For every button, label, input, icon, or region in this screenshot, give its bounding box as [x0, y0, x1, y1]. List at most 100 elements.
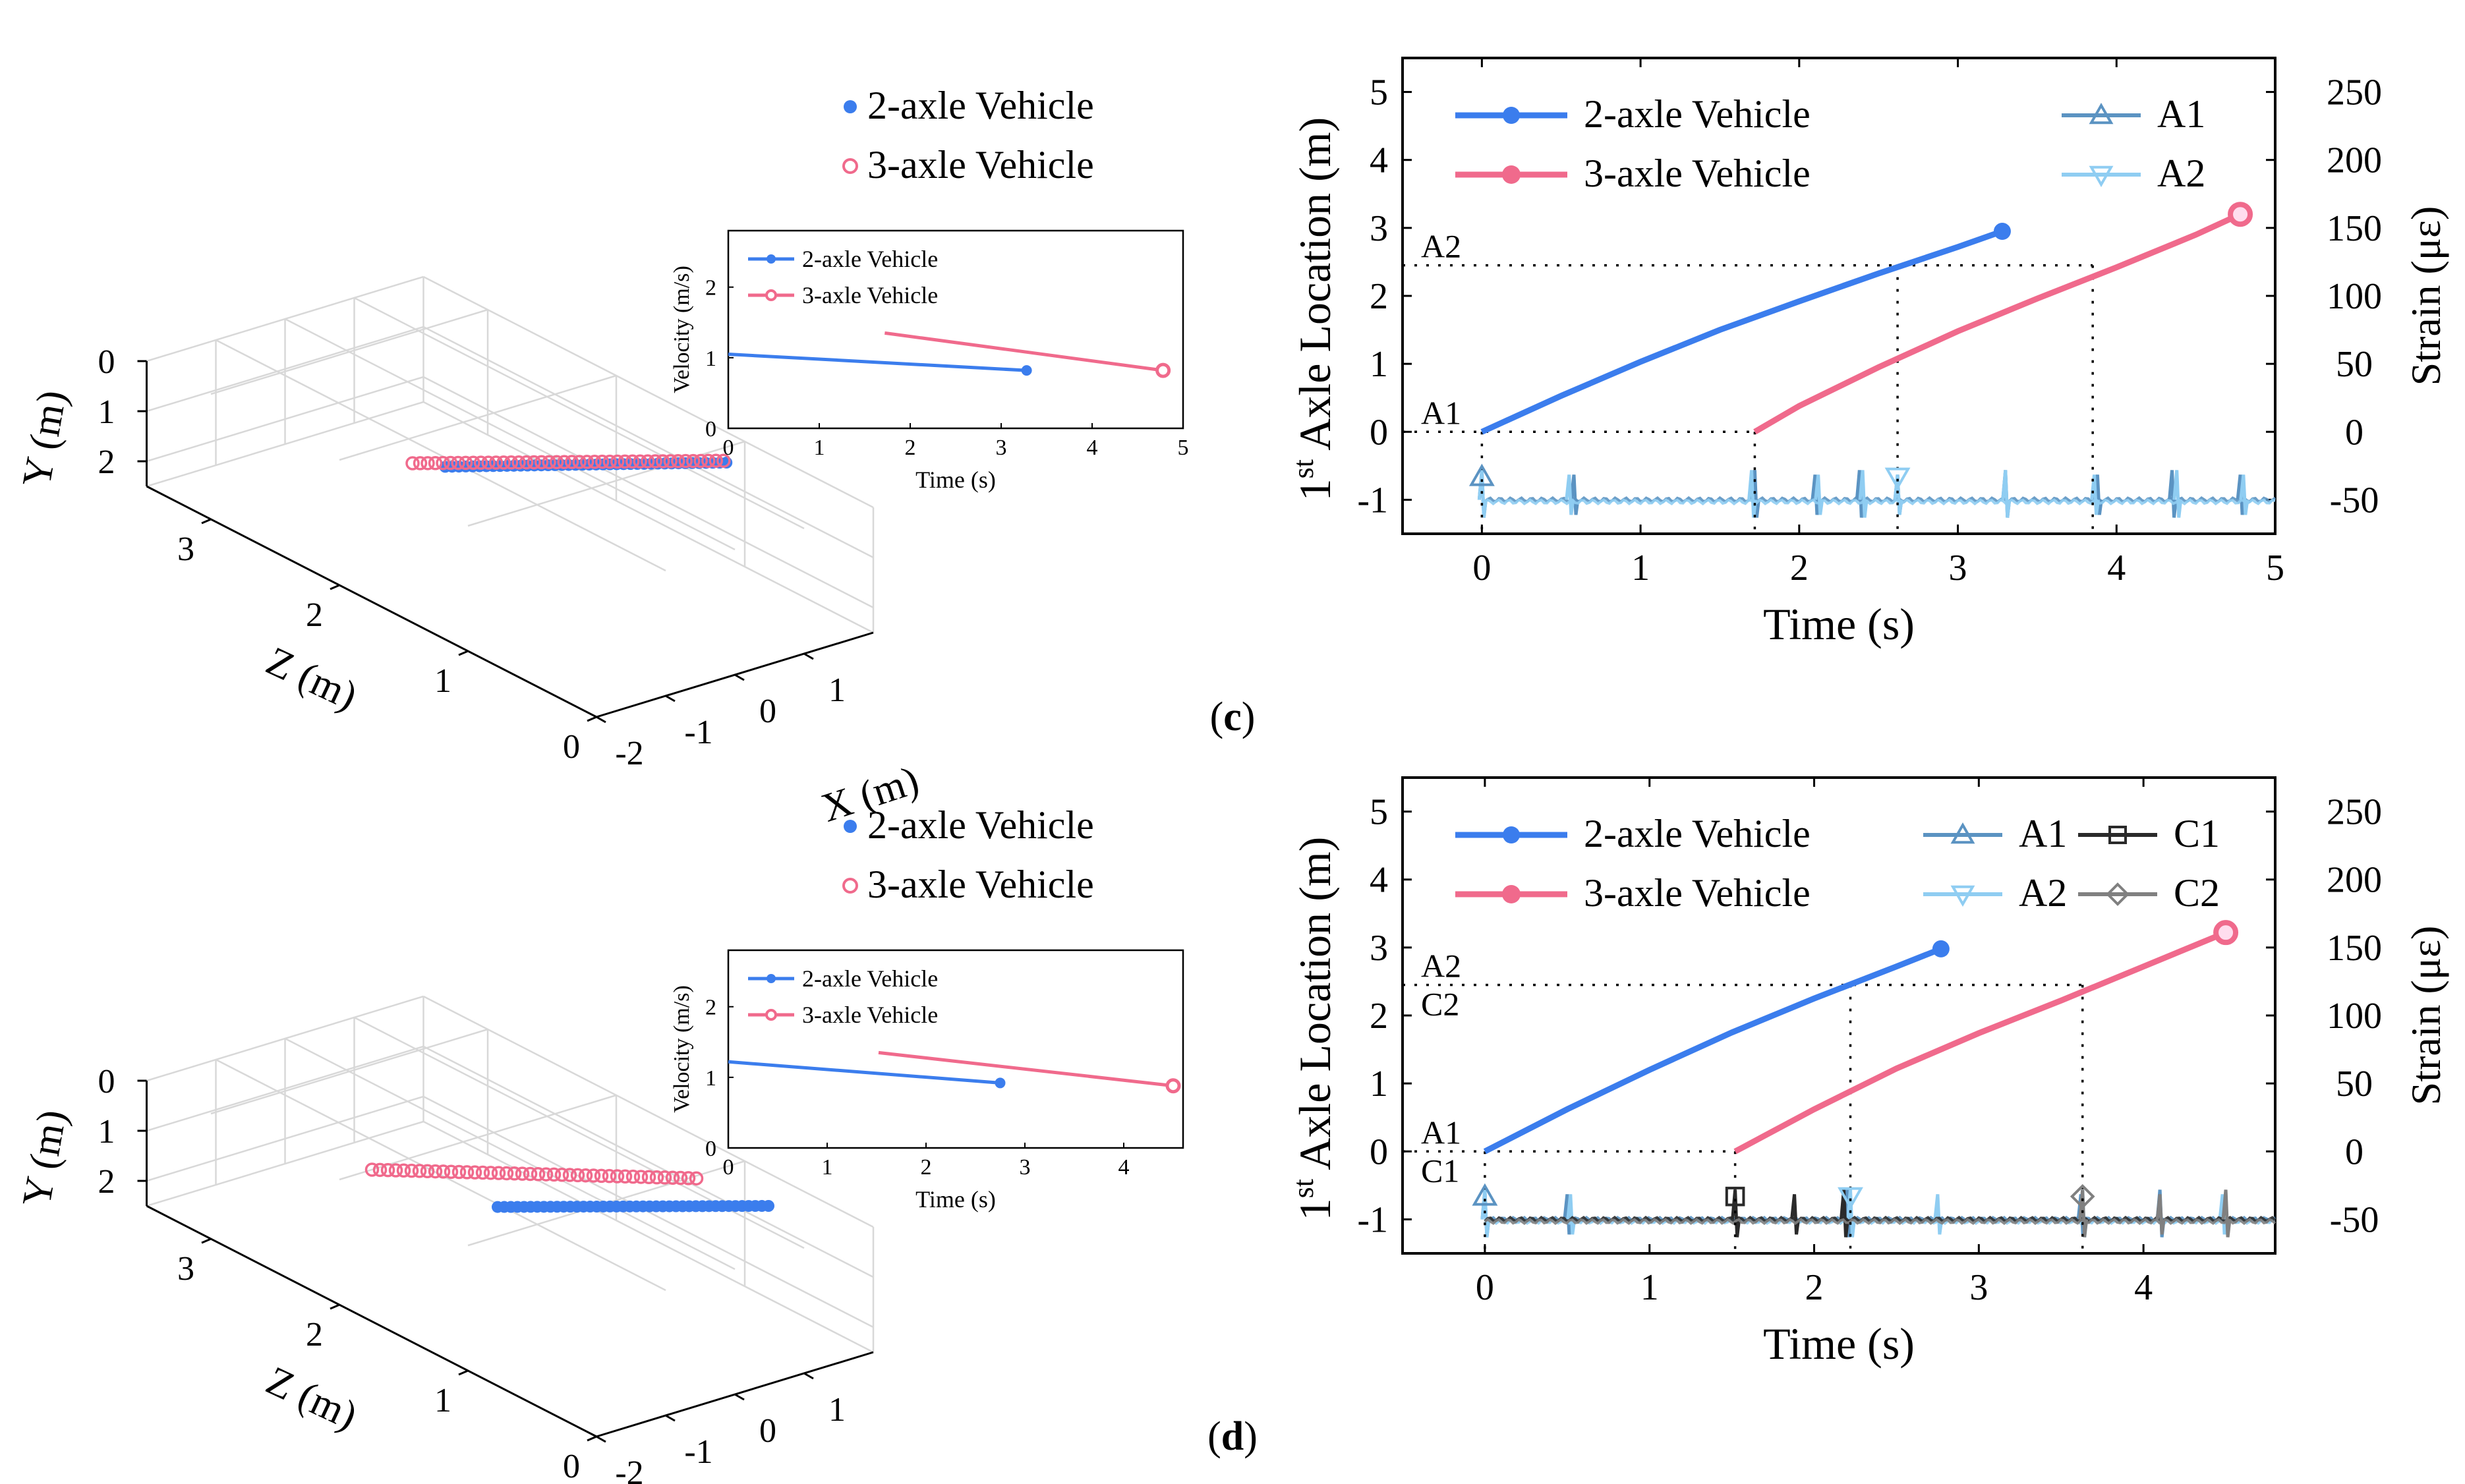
3d-grid-line [422, 1045, 874, 1278]
3d-point [633, 454, 647, 469]
strain-spike [2239, 474, 2249, 515]
3d-grid-line [422, 995, 874, 1228]
inset-y-tick-label: 0 [705, 417, 716, 442]
3d-point [458, 455, 473, 471]
3d-point [564, 455, 579, 469]
y-tick-label: 2 [1370, 996, 1388, 1037]
y-tick-label: 4 [1370, 860, 1388, 901]
3d-axis-line [146, 485, 597, 718]
z-tick-mark [201, 518, 212, 525]
z-tick-label: 0 [563, 728, 580, 766]
legend-marker [842, 878, 858, 894]
y2-tick-label: 150 [2327, 928, 2382, 969]
z-tick-label: 1 [434, 1382, 451, 1419]
panel-c-location-strain-chart: 0 1 2 3 4 5 -1 0 1 2 3 4 5 -50 0 50 100 150 200 250 Time (s)… [1287, 57, 2449, 649]
inset-series-line [878, 1050, 1174, 1088]
3d-grid-line [353, 297, 805, 530]
inset-x-tick-label: 1 [814, 436, 825, 460]
x-tick-label: -1 [684, 1433, 712, 1471]
3d-point [586, 1168, 601, 1183]
inset-y-tick-label: 0 [705, 1137, 716, 1161]
x-tick-mark [665, 1414, 676, 1422]
inset-y-tick-label: 2 [705, 276, 716, 300]
strain-spike [1569, 474, 1580, 515]
legend-marker [2106, 882, 2130, 906]
3d-point [579, 455, 594, 469]
inset-legend-label: 2-axle Vehicle [802, 965, 938, 992]
inset-y-tick-label: 1 [705, 1066, 716, 1091]
ref-line-label: A1 [1421, 1114, 1461, 1151]
y-tick-label: 4 [1370, 140, 1388, 181]
inset-end-marker [1165, 1078, 1181, 1094]
x-tick-label: 2 [1805, 1267, 1824, 1308]
3d-point [557, 455, 571, 469]
3d-point [542, 455, 556, 470]
x-tick-mark [734, 1393, 745, 1401]
x-tick-mark [596, 716, 606, 724]
3d-grid-line [422, 376, 874, 609]
3d-point [709, 453, 723, 469]
strain-spike [1814, 474, 1824, 515]
3d-point [519, 455, 534, 470]
z-tick-mark [587, 1435, 597, 1442]
sensor-event-marker [1884, 467, 1911, 490]
3d-grid-line [146, 1095, 424, 1182]
strain-spike [1477, 470, 1488, 518]
legend-label: 2-axle Vehicle [867, 84, 1094, 127]
3d-grid-line [422, 326, 874, 559]
strain-spike [1566, 1194, 1577, 1235]
legend-marker [2089, 165, 2114, 188]
legend-marker [844, 100, 857, 113]
x-tick-label: 1 [1631, 548, 1650, 588]
y2-tick-label: 0 [2345, 412, 2364, 453]
3d-point [678, 453, 693, 469]
inset-x-tick-label: 2 [905, 436, 916, 460]
3d-point [491, 1166, 506, 1180]
3d-point [655, 454, 670, 469]
y2-tick-label: 250 [2327, 792, 2382, 833]
strain-spike [1790, 1194, 1801, 1235]
y-tick-label: 5 [1370, 792, 1388, 833]
y-tick-label: 2 [1370, 276, 1388, 317]
3d-point [665, 1170, 680, 1185]
x-tick-label: 0 [759, 1412, 776, 1450]
3d-point [657, 1170, 672, 1185]
series-end-marker [1993, 223, 2011, 241]
3d-point [673, 1170, 688, 1185]
inset-x-tick-label: 3 [1020, 1155, 1031, 1180]
sensor-event-marker [1472, 1183, 1498, 1206]
3d-point [716, 453, 731, 468]
3d-point [681, 1171, 696, 1185]
y-tick-label: 1 [98, 393, 115, 431]
x-tick-label: 3 [1969, 1267, 1988, 1308]
3d-point [546, 1167, 562, 1182]
3d-point [633, 1170, 649, 1184]
x-tick-label: -2 [615, 1454, 643, 1484]
x-tick-mark [803, 1372, 814, 1380]
3d-grid-line [467, 440, 745, 527]
legend-marker [1950, 885, 1975, 907]
3d-point [523, 1166, 538, 1182]
3d-grid-line [146, 1045, 424, 1132]
3d-point [625, 1169, 641, 1184]
3d-point [459, 1165, 475, 1180]
y-axis-label: 1st Axle Location (m) [1287, 837, 1340, 1221]
inset-x-tick-label: 2 [921, 1155, 932, 1180]
3d-grid-line [210, 1028, 488, 1115]
3d-point [428, 1164, 443, 1179]
legend-label: 3-axle Vehicle [867, 143, 1094, 186]
panel-letter-d: d [1221, 1414, 1244, 1459]
sensor-event-marker [1725, 1186, 1745, 1207]
3d-grid-line [215, 339, 666, 572]
y2-axis-label: Strain (με) [2402, 206, 2449, 386]
3d-point [663, 454, 678, 469]
3d-point [473, 455, 488, 470]
x-tick-label: 1 [828, 671, 846, 709]
y-axis-label: 1st Axle Location (m) [1287, 117, 1340, 501]
strain-trace [1484, 1217, 2276, 1225]
3d-point [413, 456, 428, 471]
3d-point [443, 455, 458, 471]
3d-point [412, 1164, 427, 1178]
location-series-line [1480, 228, 2004, 435]
x-axis-label: Time (s) [1763, 1319, 1915, 1369]
